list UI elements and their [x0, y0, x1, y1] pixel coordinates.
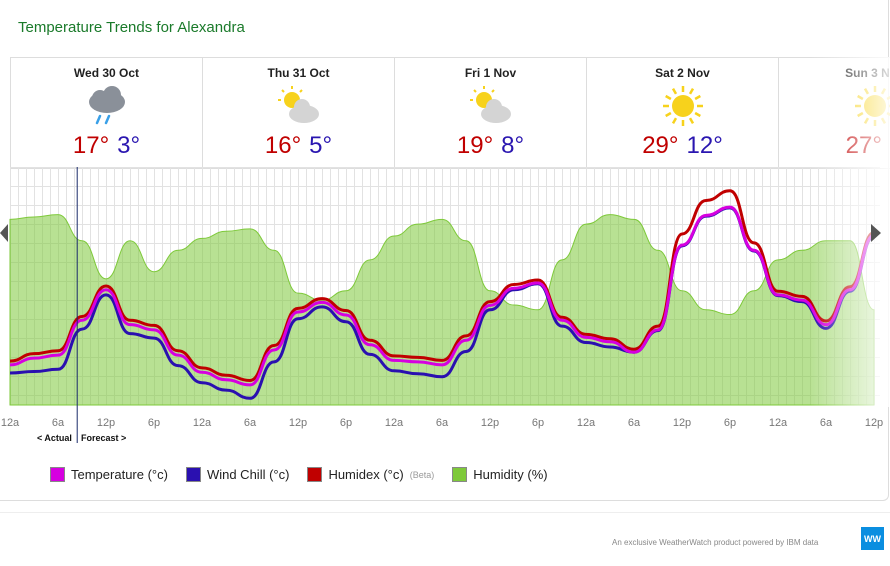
x-tick-label: 6p	[724, 417, 736, 429]
x-tick-label: 12a	[577, 417, 595, 429]
x-tick-label: 12p	[865, 417, 883, 429]
x-tick-label: 12a	[193, 417, 211, 429]
high-temp: 27°	[846, 132, 882, 159]
humidity-swatch	[452, 467, 467, 482]
x-tick-label: 6a	[52, 417, 64, 429]
x-tick-label: 6a	[244, 417, 256, 429]
high-temp: 17°	[73, 132, 109, 159]
x-tick-label: 12a	[1, 417, 19, 429]
low-temp: 12°	[687, 132, 723, 159]
low-temp: 8°	[501, 132, 524, 159]
legend-label: Temperature (°c)	[71, 467, 168, 482]
x-tick-label: 6a	[628, 417, 640, 429]
x-tick-label: 6a	[820, 417, 832, 429]
x-tick-label: 6p	[148, 417, 160, 429]
temperature-chart	[10, 167, 880, 445]
day-label: Wed 30 Oct	[11, 66, 202, 80]
day-label: Sun 3 Nov	[779, 66, 890, 80]
legend-humidex[interactable]: Humidex (°c) (Beta)	[307, 467, 434, 482]
x-tick-label: 12p	[97, 417, 115, 429]
x-tick-label: 12a	[769, 417, 787, 429]
x-tick-label: 12p	[673, 417, 691, 429]
legend-windchill[interactable]: Wind Chill (°c)	[186, 467, 289, 482]
actual-label: < Actual	[37, 433, 72, 443]
forecast-label: Forecast >	[81, 433, 126, 443]
beta-badge: (Beta)	[410, 470, 435, 480]
x-tick-label: 12p	[481, 417, 499, 429]
day-card[interactable]: Sat 2 Nov 29° 12°	[586, 58, 778, 168]
day-card[interactable]: Wed 30 Oct 17° 3°	[10, 58, 202, 168]
x-tick-label: 6p	[340, 417, 352, 429]
sunny-icon	[848, 84, 890, 128]
credit-text: An exclusive WeatherWatch product powere…	[612, 538, 818, 547]
day-forecast-strip: Wed 30 Oct 17° 3° Thu 31 Oct 16° 5° Fri 1 Nov 1…	[10, 57, 890, 169]
x-tick-label: 6a	[436, 417, 448, 429]
high-temp: 19°	[457, 132, 493, 159]
rain-cloud-icon	[80, 84, 134, 128]
legend-label: Humidity (%)	[473, 467, 547, 482]
scroll-right-arrow-icon[interactable]	[871, 224, 881, 242]
low-temp: 3°	[117, 132, 140, 159]
legend-temperature[interactable]: Temperature (°c)	[50, 467, 168, 482]
humidex-swatch	[307, 467, 322, 482]
sunny-icon	[656, 84, 710, 128]
day-card[interactable]: Sun 3 Nov27°1	[778, 58, 890, 168]
x-tick-label: 12p	[289, 417, 307, 429]
day-label: Thu 31 Oct	[203, 66, 394, 80]
day-label: Fri 1 Nov	[395, 66, 586, 80]
legend-label: Wind Chill (°c)	[207, 467, 289, 482]
partly-cloudy-icon	[272, 84, 326, 128]
day-label: Sat 2 Nov	[587, 66, 778, 80]
partly-cloudy-icon	[464, 84, 518, 128]
legend-humidity[interactable]: Humidity (%)	[452, 467, 547, 482]
temperature-swatch	[50, 467, 65, 482]
legend-label: Humidex (°c)	[328, 467, 403, 482]
windchill-swatch	[186, 467, 201, 482]
page-title: Temperature Trends for Alexandra	[18, 19, 245, 36]
temperature-trends-panel: Temperature Trends for Alexandra Wed 30 …	[0, 0, 889, 501]
day-card[interactable]: Thu 31 Oct 16° 5°	[202, 58, 394, 168]
chart-legend: Temperature (°c) Wind Chill (°c) Humidex…	[50, 467, 548, 482]
scroll-left-arrow-icon[interactable]	[0, 224, 8, 242]
high-temp: 29°	[642, 132, 678, 159]
x-tick-label: 12a	[385, 417, 403, 429]
low-temp: 5°	[309, 132, 332, 159]
x-tick-label: 6p	[532, 417, 544, 429]
day-card[interactable]: Fri 1 Nov 19° 8°	[394, 58, 586, 168]
weatherwatch-logo[interactable]: WW	[861, 527, 884, 550]
high-temp: 16°	[265, 132, 301, 159]
